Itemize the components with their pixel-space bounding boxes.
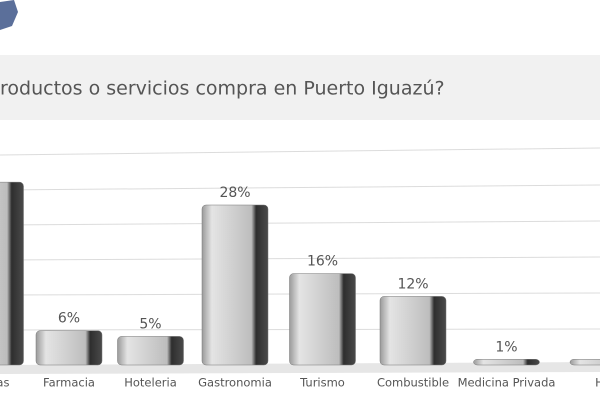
bar (379, 296, 447, 366)
bar (569, 359, 600, 366)
x-tick-label: Combustible (377, 376, 449, 390)
value-label: 28% (219, 185, 250, 201)
x-tick-label: Hoteleria (124, 376, 177, 390)
bar (473, 359, 540, 366)
bar (201, 204, 269, 366)
x-tick-label: Medicina Privada (458, 376, 556, 390)
x-tick-label: ebidas (0, 376, 9, 390)
x-tick-label: Gastronomia (198, 376, 272, 390)
bar (289, 273, 356, 366)
bar (117, 336, 184, 366)
x-tick-label: Turismo (299, 376, 345, 390)
bar (0, 181, 24, 366)
logo (0, 0, 18, 30)
value-label: 5% (139, 316, 161, 332)
value-label: 16% (307, 254, 338, 270)
chart-title: roductos o servicios compra en Puerto Ig… (0, 78, 445, 100)
bar (35, 330, 103, 366)
value-label: 12% (397, 276, 428, 292)
x-tick-label: Ho (595, 376, 600, 390)
title-band (0, 55, 600, 120)
value-label: 1% (495, 339, 517, 355)
x-tick-label: Farmacia (43, 376, 95, 390)
header (0, 0, 600, 55)
value-label: 6% (58, 311, 80, 327)
